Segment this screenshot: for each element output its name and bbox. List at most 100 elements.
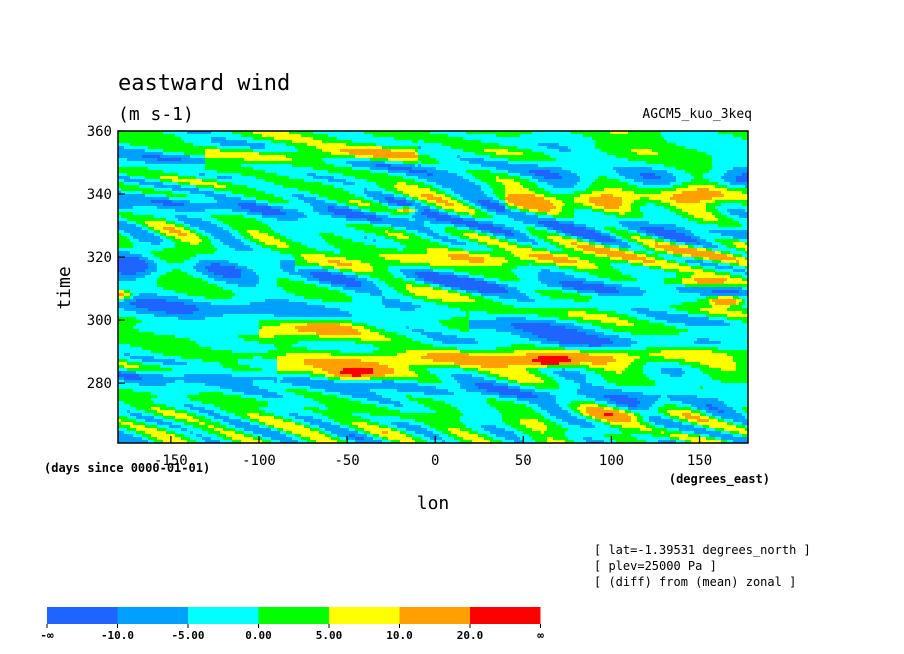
field-cell [469,161,508,164]
field-cell [121,371,136,374]
field-cell [130,404,166,407]
colorbar-swatch [188,607,259,624]
field-cell [118,302,130,305]
field-cell [535,227,547,230]
field-cell [205,407,220,410]
field-cell [727,314,748,317]
field-cell [478,290,508,293]
field-cell [301,434,325,437]
field-cell [118,140,184,143]
field-cell [292,431,319,434]
field-cell [187,440,196,443]
field-cell [439,272,454,275]
field-cell [208,431,220,434]
field-cell [145,275,160,278]
field-cell [538,242,550,245]
field-cell [718,245,727,248]
field-cell [349,191,364,194]
field-cell [718,347,748,350]
field-cell [436,428,448,431]
field-cell [412,296,427,299]
field-cell [127,158,157,161]
field-cell [310,191,349,194]
field-cell [601,230,610,233]
field-cell [187,194,205,197]
field-cell [640,413,664,416]
field-cell [469,326,514,329]
field-cell [646,314,688,317]
field-cell [694,431,721,434]
field-cell [541,413,550,416]
field-cell [244,194,274,197]
field-cell [517,245,532,248]
field-cell [514,233,526,236]
field-cell [484,278,499,281]
field-cell [646,257,655,260]
field-cell [358,431,364,434]
field-cell [148,266,157,269]
field-cell [370,170,388,173]
field-cell [232,209,250,212]
field-cell [622,188,676,191]
field-cell [469,275,484,278]
field-cell [499,296,529,299]
field-cell [541,341,559,344]
field-cell [151,272,166,275]
field-cell [484,158,508,161]
field-cell [178,233,187,236]
field-cell [463,218,475,221]
field-cell [445,440,460,443]
field-cell [301,437,310,440]
field-cell [460,416,502,419]
field-cell [742,434,748,437]
field-cell [547,212,559,215]
field-cell [214,197,241,200]
field-cell [400,416,460,419]
field-cell [628,182,643,185]
field-cell [136,428,157,431]
field-cell [415,149,418,152]
field-cell [655,233,685,236]
x-tick-label: -150 [154,453,188,469]
field-cell [739,290,748,293]
field-cell [373,266,388,269]
field-cell [301,242,328,245]
field-cell [172,269,181,272]
field-cell [199,236,208,239]
field-cell [409,368,427,371]
field-cell [724,410,736,413]
field-cell [739,296,748,299]
field-cell [496,434,517,437]
field-cell [442,323,469,326]
field-cell [574,221,619,224]
field-cell [724,179,736,182]
field-cell [619,179,634,182]
field-cell [655,317,709,320]
field-cell [154,254,196,257]
field-cell [490,200,499,203]
field-cell [445,401,487,404]
field-cell [253,269,283,272]
field-cell [505,191,535,194]
field-cell [409,422,424,425]
field-cell [334,206,349,209]
field-cell [139,239,163,242]
field-cell [715,266,733,269]
field-cell [733,266,745,269]
field-cell [265,299,289,302]
field-cell [340,371,373,374]
field-cell [373,197,385,200]
field-cell [577,389,622,392]
field-cell [439,377,454,380]
field-cell [562,230,595,233]
field-cell [298,197,316,200]
field-cell [268,203,310,206]
field-cell [631,308,649,311]
field-cell [118,347,142,350]
field-cell [265,422,295,425]
field-cell [667,260,676,263]
field-cell [463,413,502,416]
field-cell [373,134,448,137]
field-cell [631,338,697,341]
